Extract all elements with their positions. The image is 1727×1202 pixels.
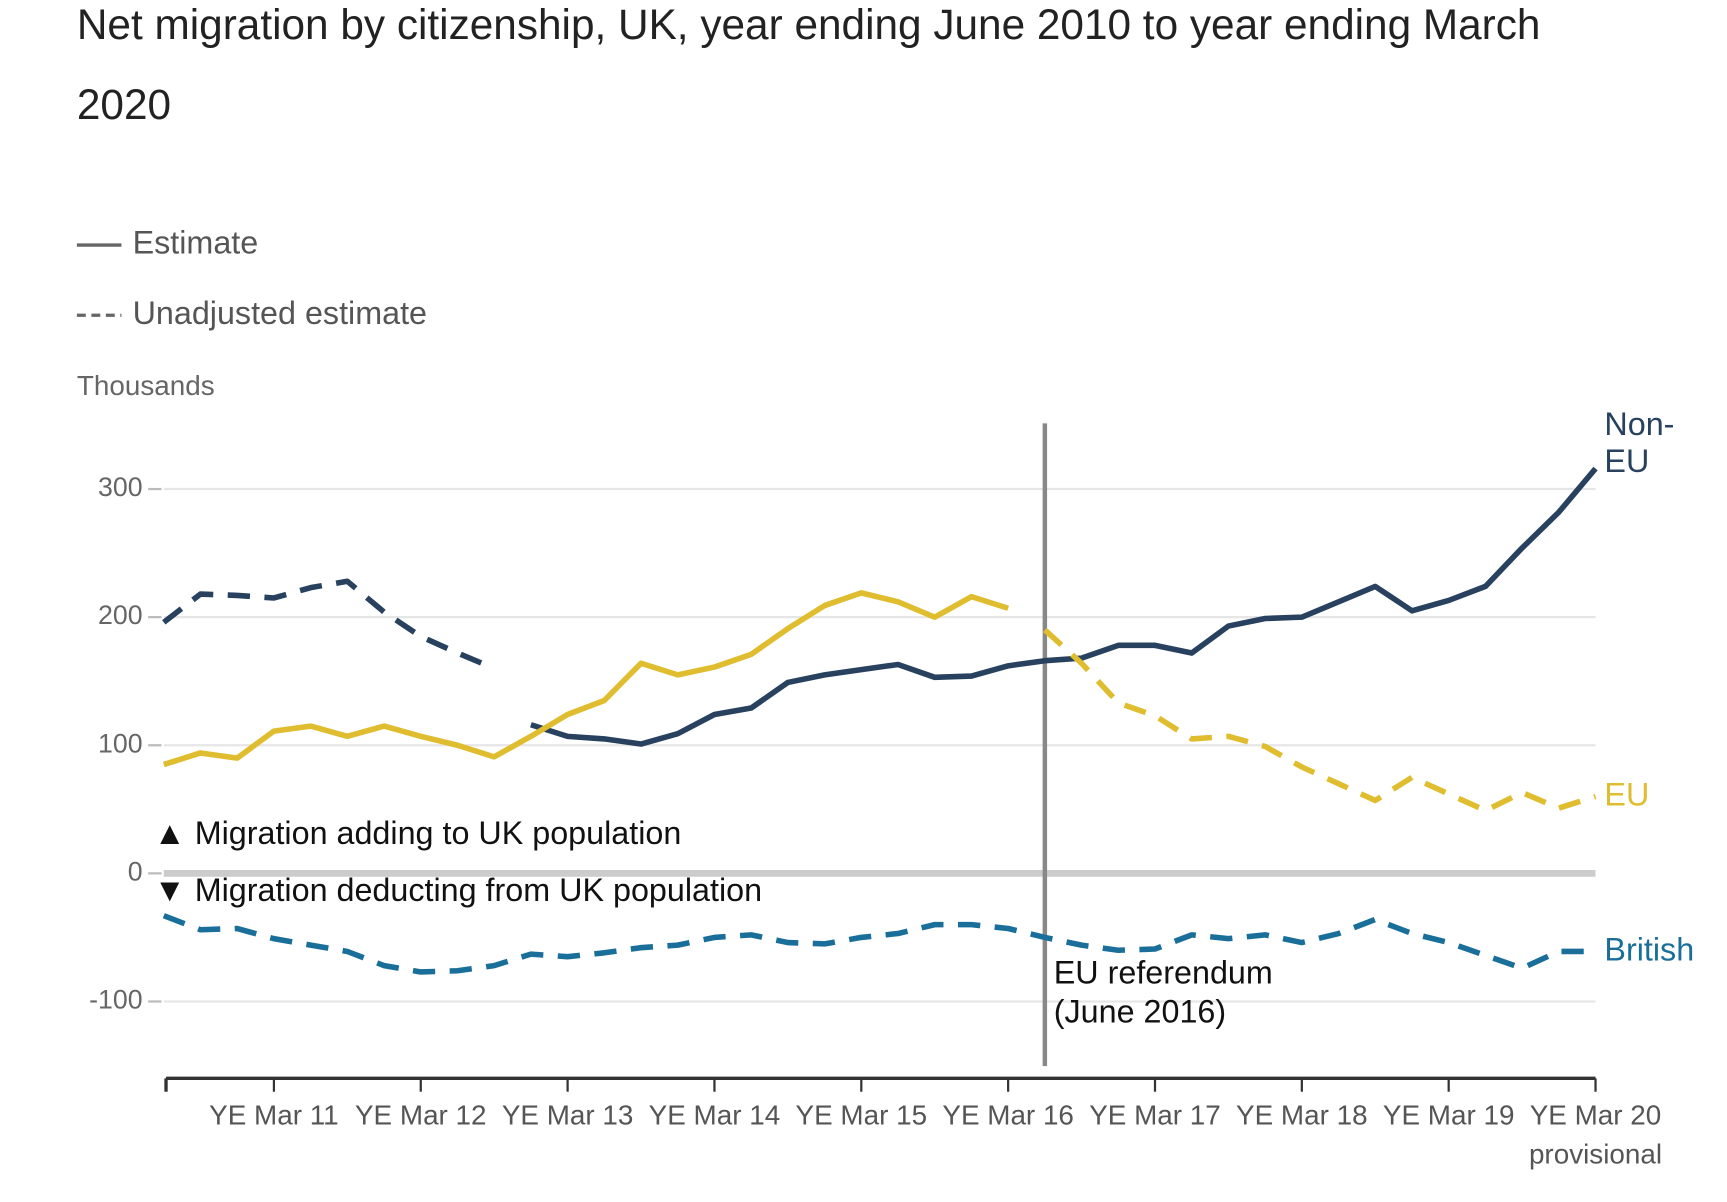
x-tick-label: YE Mar 12 (355, 1100, 487, 1131)
legend-label: Estimate (133, 225, 259, 261)
y-axis-label: Thousands (77, 370, 215, 401)
estimate-line (530, 466, 1598, 747)
x-tick-label: YE Mar 16 (942, 1100, 1074, 1131)
annotation: ▲ Migration adding to UK population (154, 815, 682, 851)
x-tick-label: YE Mar 13 (502, 1100, 634, 1131)
unadjusted-line (162, 913, 1596, 975)
y-tick-label: 200 (98, 600, 143, 630)
y-tick-label: 0 (128, 856, 143, 886)
x-tick-label: YE Mar 17 (1089, 1100, 1221, 1131)
y-tick-label: 100 (98, 728, 143, 758)
y-tick-label: 300 (98, 472, 143, 502)
x-tick-label: YE Mar 15 (796, 1100, 928, 1131)
series-label: Non-EU (1604, 406, 1674, 479)
x-tick-label: YE Mar 20 provisional (1529, 1100, 1662, 1170)
estimate-line (162, 590, 1009, 768)
unadjusted-line (1043, 627, 1597, 814)
annotation: EU referendum (June 2016) (1054, 954, 1273, 1029)
x-tick-label: YE Mar 11 (209, 1100, 338, 1131)
x-tick-label: YE Mar 18 (1236, 1100, 1368, 1131)
x-tick-label: YE Mar 19 (1383, 1100, 1515, 1131)
legend-label: Unadjusted estimate (133, 295, 427, 331)
unadjusted-line (162, 578, 496, 671)
y-tick-label: -100 (89, 985, 142, 1015)
chart-title: Net migration by citizenship, UK, year e… (77, 1, 1541, 128)
x-tick-label: YE Mar 14 (649, 1100, 781, 1131)
series-label: EU (1604, 776, 1649, 812)
annotation: ▼ Migration deducting from UK population (154, 872, 762, 908)
series-label: British (1604, 931, 1694, 967)
